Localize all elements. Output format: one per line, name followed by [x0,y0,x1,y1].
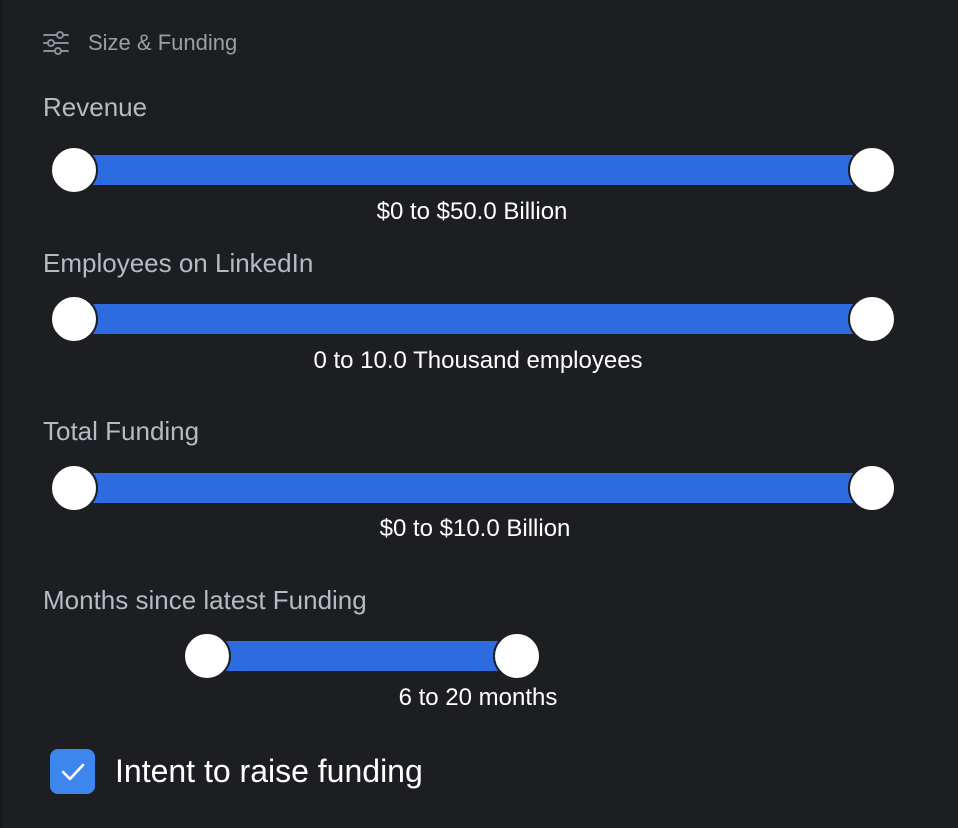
total-funding-range-value: $0 to $10.0 Billion [379,515,571,542]
months-since-funding-slider-track[interactable] [205,641,517,671]
months-min-handle[interactable] [183,632,231,680]
months-range-value: 6 to 20 months [398,684,558,711]
employees-max-handle[interactable] [848,295,896,343]
months-max-handle[interactable] [493,632,541,680]
revenue-max-handle[interactable] [848,146,896,194]
revenue-slider-track[interactable] [72,155,872,185]
revenue-slider[interactable] [50,146,896,194]
section-header: Size & Funding [42,28,237,58]
employees-label: Employees on LinkedIn [43,248,314,278]
sliders-icon [43,31,69,55]
intent-checkbox-label: Intent to raise funding [115,753,423,789]
total-funding-slider-track[interactable] [72,473,872,503]
total-funding-max-handle[interactable] [848,464,896,512]
intent-checkbox[interactable] [50,749,95,794]
panel-left-border [0,0,3,828]
intent-to-raise-funding-option[interactable]: Intent to raise funding [50,749,423,794]
employees-range-value: 0 to 10.0 Thousand employees [313,347,643,374]
total-funding-slider[interactable] [50,464,896,512]
revenue-label: Revenue [43,92,148,122]
total-funding-min-handle[interactable] [50,464,98,512]
employees-slider-track[interactable] [72,304,872,334]
revenue-range-value: $0 to $50.0 Billion [376,198,568,225]
employees-min-handle[interactable] [50,295,98,343]
checkmark-icon [61,763,84,780]
months-since-funding-slider[interactable] [183,632,543,680]
section-title: Size & Funding [88,30,238,55]
months-since-funding-label: Months since latest Funding [43,585,367,615]
employees-slider[interactable] [50,295,896,343]
revenue-min-handle[interactable] [50,146,98,194]
total-funding-label: Total Funding [43,416,200,446]
